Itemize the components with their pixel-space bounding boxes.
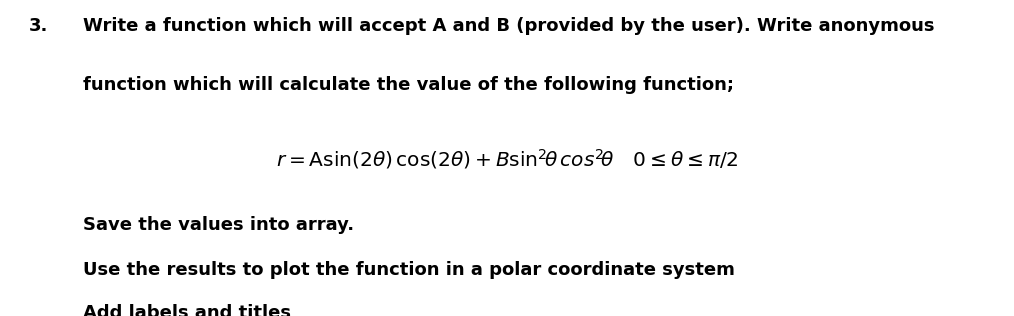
Text: Write a function which will accept A and B (provided by the user). Write anonymo: Write a function which will accept A and… — [83, 17, 935, 35]
Text: $\mathit{r} = \mathrm{Asin}(2\theta)\,\mathrm{cos}(2\theta) + \mathit{B}\mathrm{: $\mathit{r} = \mathrm{Asin}(2\theta)\,\m… — [276, 147, 738, 171]
Text: Use the results to plot the function in a polar coordinate system: Use the results to plot the function in … — [83, 261, 735, 279]
Text: 3.: 3. — [28, 17, 48, 35]
Text: Add labels and titles: Add labels and titles — [83, 304, 291, 316]
Text: Save the values into array.: Save the values into array. — [83, 216, 354, 234]
Text: function which will calculate the value of the following function;: function which will calculate the value … — [83, 76, 734, 94]
